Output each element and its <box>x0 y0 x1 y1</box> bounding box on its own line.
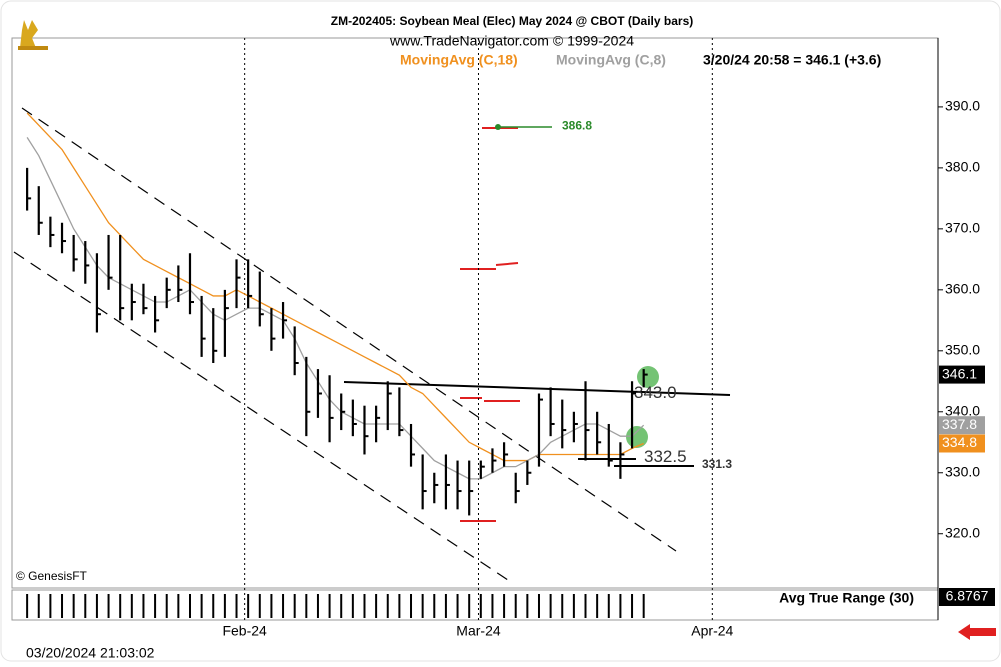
target-dot <box>495 124 501 130</box>
y-tick-label: 330.0 <box>945 463 980 479</box>
y-tick-label: 380.0 <box>945 159 980 175</box>
x-tick-label: Feb-24 <box>222 623 267 639</box>
panel-label: Avg True Range (30) <box>779 590 914 606</box>
plot-area <box>11 37 939 589</box>
legend-entry: MovingAvg (C,8) <box>556 52 666 68</box>
signal-circle <box>637 366 659 388</box>
x-tick-label: Apr-24 <box>691 623 733 639</box>
panel-value-box <box>939 588 995 606</box>
price-box-label: 337.8 <box>942 416 977 432</box>
nav-arrow[interactable] <box>958 624 996 640</box>
chart-title: ZM-202405: Soybean Meal (Elec) May 2024 … <box>331 14 694 28</box>
price-box-label: 346.1 <box>942 365 977 381</box>
copyright: © GenesisFT <box>16 569 88 583</box>
y-tick-label: 350.0 <box>945 342 980 358</box>
ma-line <box>26 137 645 480</box>
y-tick-label: 320.0 <box>945 524 980 540</box>
annotation: 343.0 <box>634 383 677 402</box>
y-tick-label: 390.0 <box>945 98 980 114</box>
panel-value: 6.8767 <box>946 588 989 604</box>
channel-lines <box>13 107 677 581</box>
y-tick-label: 340.0 <box>945 402 980 418</box>
signal-circle <box>626 426 648 448</box>
chart-subtitle: www.TradeNavigator.com © 1999-2024 <box>389 33 634 49</box>
annotation: 386.8 <box>562 119 592 133</box>
ma-line <box>26 112 644 462</box>
y-tick-label: 370.0 <box>945 220 980 236</box>
x-tick-label: Mar-24 <box>456 623 501 639</box>
price-box-label: 334.8 <box>942 434 977 450</box>
price-box <box>939 416 985 435</box>
price-box <box>939 365 985 384</box>
annotation: 331.3 <box>702 457 732 471</box>
y-tick-label: 360.0 <box>945 281 980 297</box>
annotation: 332.5 <box>644 447 687 466</box>
legend-entry: MovingAvg (C,18) <box>400 52 518 68</box>
logo <box>18 20 48 50</box>
status: 3/20/24 20:58 = 346.1 (+3.6) <box>703 52 881 68</box>
timestamp: 03/20/2024 21:03:02 <box>26 645 155 661</box>
price-box <box>939 434 985 453</box>
